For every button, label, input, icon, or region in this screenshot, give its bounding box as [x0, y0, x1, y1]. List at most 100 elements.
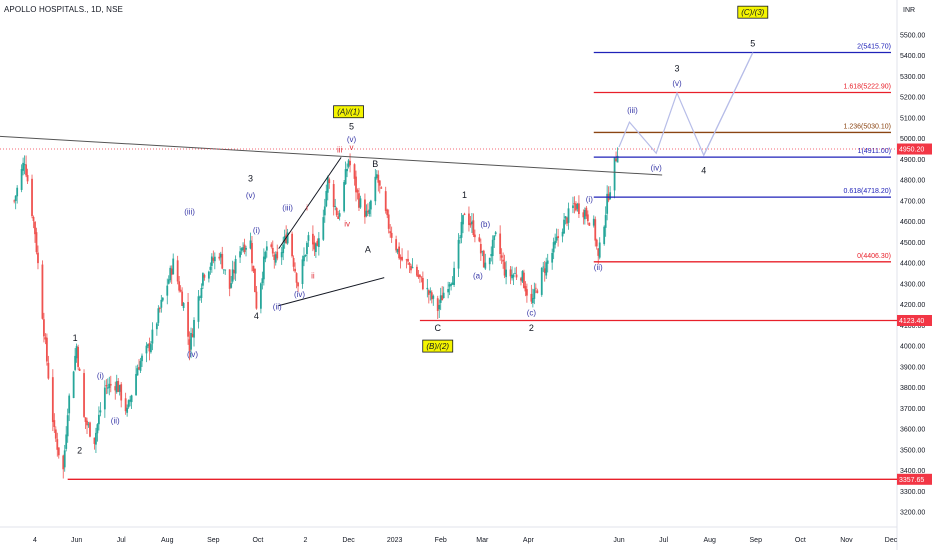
candle-body [349, 160, 351, 166]
candle-body [606, 193, 609, 214]
candle-body [207, 271, 210, 279]
wave-label: (ii) [594, 263, 603, 272]
candle-body [115, 381, 118, 393]
candle-body [117, 380, 120, 392]
candle-body [203, 274, 206, 278]
candle-body [419, 274, 421, 278]
candle-body [582, 212, 585, 218]
candle-body [158, 307, 161, 309]
wave-label: (v) [672, 79, 682, 88]
x-tick-label: Sep [750, 537, 763, 544]
candle-body [554, 240, 557, 245]
candle-body [472, 220, 475, 235]
candle-body [515, 274, 518, 278]
candle-body [586, 214, 589, 222]
candle-body [99, 410, 102, 413]
trendline [278, 157, 342, 249]
candle-body [365, 210, 368, 216]
candle-body [457, 239, 460, 269]
candle-body [66, 415, 69, 437]
candle-body [438, 304, 441, 310]
candle-body [34, 221, 36, 235]
candle-body [193, 319, 195, 338]
candle-body [484, 262, 487, 269]
y-tick-label: 4900.00 [900, 157, 925, 164]
candle-body [478, 237, 481, 242]
candle-body [20, 169, 23, 190]
candle-body [594, 219, 597, 241]
candle-body [56, 439, 59, 450]
candle-body [161, 297, 164, 301]
wave-label: ii [311, 271, 315, 280]
candle-body [188, 339, 191, 351]
candle-body [505, 269, 507, 278]
candle-body [35, 232, 38, 253]
x-tick-label: Dec [342, 537, 355, 544]
candle-body [463, 213, 466, 215]
x-tick-label: Jun [613, 537, 624, 544]
x-tick-label: Apr [523, 537, 535, 544]
wave-label: (iv) [187, 350, 198, 359]
wave-label: (ii) [273, 302, 282, 311]
candle-body [521, 271, 524, 282]
candle-body [583, 209, 586, 220]
boxed-label-bg [422, 339, 454, 353]
x-tick-label: Mar [476, 537, 489, 544]
candle-body [389, 231, 392, 234]
candle-body [276, 251, 279, 259]
wave-label: 5 [349, 121, 354, 131]
wave-label: A [365, 244, 371, 254]
candle-body [509, 269, 512, 277]
y-tick-label: 3500.00 [900, 447, 925, 454]
candle-body [304, 254, 307, 256]
candle-body [502, 259, 505, 262]
y-tick-label: 3900.00 [900, 364, 925, 371]
wave-label: B [372, 159, 378, 169]
price-tag-label: 3357.65 [899, 477, 924, 484]
x-tick-label: Jul [117, 537, 126, 544]
y-tick-label: 4100.00 [900, 323, 925, 330]
candle-body [178, 281, 181, 291]
projection-arrow [703, 52, 754, 156]
candle-body [148, 343, 151, 352]
candle-body [150, 344, 152, 353]
candle-body [264, 251, 267, 260]
candle-body [451, 282, 454, 285]
candle-body [228, 269, 231, 289]
wave-label: (iii) [282, 203, 293, 212]
candle-body [169, 267, 172, 281]
candle-body [555, 236, 558, 241]
candle-body [377, 174, 380, 183]
candle-body [531, 297, 534, 304]
candle-body [314, 243, 317, 252]
candle-body [47, 362, 50, 379]
candle-body [255, 291, 258, 309]
candle-body [462, 215, 464, 225]
candle-body [500, 255, 503, 258]
candle-body [108, 383, 111, 388]
candle-body [407, 258, 409, 262]
candle-body [557, 236, 560, 238]
candle-body [129, 399, 132, 402]
candle-body [405, 259, 408, 261]
wave-label: 4 [701, 166, 706, 176]
candle-body [552, 242, 555, 253]
candle-body [65, 434, 68, 449]
wave-label: iii [337, 145, 343, 154]
candle-body [136, 368, 139, 376]
y-tick-label: 3800.00 [900, 385, 925, 392]
candle-body [45, 337, 48, 362]
candle-body [218, 256, 221, 259]
trendline [278, 277, 385, 307]
candle-body [291, 233, 293, 257]
candle-body [338, 213, 341, 217]
candle-body [294, 268, 296, 272]
candle-body [170, 268, 173, 275]
candle-body [384, 191, 387, 211]
wave-label: (a) [473, 271, 483, 280]
candle-body [187, 301, 189, 337]
fib-label: 1.618(5222.90) [844, 83, 891, 90]
candle-body [172, 258, 175, 275]
candle-body [573, 203, 576, 205]
